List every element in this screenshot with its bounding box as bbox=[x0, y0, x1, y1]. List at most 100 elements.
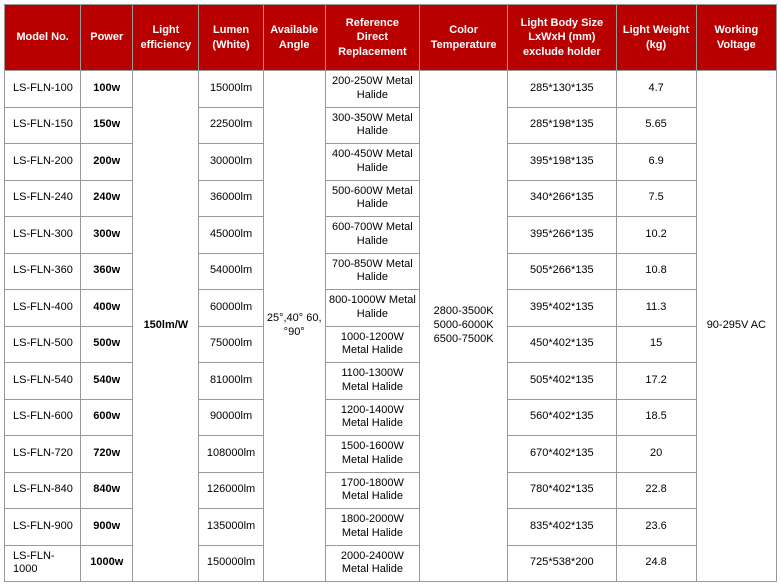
table-row: LS-FLN-400400w60000lm800-1000W Metal Hal… bbox=[5, 290, 777, 327]
table-row: LS-FLN-200200w30000lm400-450W Metal Hali… bbox=[5, 144, 777, 181]
cell-reference: 2000-2400W Metal Halide bbox=[325, 545, 419, 582]
cell-lumen: 30000lm bbox=[199, 144, 263, 181]
table-row: LS-FLN-150150w 22500lm 300-350W Metal Hali… bbox=[5, 107, 777, 144]
cell-weight: 24.8 bbox=[616, 545, 696, 582]
cell-lumen: 126000lm bbox=[199, 472, 263, 509]
col-model: Model No. bbox=[5, 5, 81, 71]
cell-power: 360w bbox=[81, 253, 133, 290]
cell-reference: 1500-1600W Metal Halide bbox=[325, 436, 419, 473]
cell-body-size: 395*402*135 bbox=[508, 290, 616, 327]
table-row: LS-FLN-840840w 126000lm 1700-1800W Metal H… bbox=[5, 472, 777, 509]
cell-color-temp: 2800-3500K 5000-6000K 6500-7500K bbox=[420, 71, 508, 582]
cell-model: LS-FLN-150 bbox=[5, 107, 81, 144]
cell-reference: 500-600W Metal Halide bbox=[325, 180, 419, 217]
cell-weight: 5.65 bbox=[616, 107, 696, 144]
cell-weight: 15 bbox=[616, 326, 696, 363]
cell-lumen: 90000lm bbox=[199, 399, 263, 436]
cell-lumen: 135000lm bbox=[199, 509, 263, 546]
cell-weight: 10.8 bbox=[616, 253, 696, 290]
col-lumen: Lumen (White) bbox=[199, 5, 263, 71]
cell-power: 300w bbox=[81, 217, 133, 254]
cell-model: LS-FLN-900 bbox=[5, 509, 81, 546]
cell-model: LS-FLN-400 bbox=[5, 290, 81, 327]
cell-body-size: 395*198*135 bbox=[508, 144, 616, 181]
cell-lumen: 81000lm bbox=[199, 363, 263, 400]
cell-lumen: 45000lm bbox=[199, 217, 263, 254]
cell-model: LS-FLN-300 bbox=[5, 217, 81, 254]
cell-body-size: 285*130*135 bbox=[508, 71, 616, 108]
cell-weight: 22.8 bbox=[616, 472, 696, 509]
cell-reference: 1200-1400W Metal Halide bbox=[325, 399, 419, 436]
cell-model: LS-FLN-500 bbox=[5, 326, 81, 363]
cell-model: LS-FLN-840 bbox=[5, 472, 81, 509]
cell-lumen: 150000lm bbox=[199, 545, 263, 582]
table-row: LS-FLN-360360w54000lm700-850W Metal Hali… bbox=[5, 253, 777, 290]
cell-reference: 400-450W Metal Halide bbox=[325, 144, 419, 181]
cell-model: LS-FLN-540 bbox=[5, 363, 81, 400]
col-angle: Available Angle bbox=[263, 5, 325, 71]
cell-model: LS-FLN-360 bbox=[5, 253, 81, 290]
cell-power: 240w bbox=[81, 180, 133, 217]
table-row: LS-FLN-100100w150lm/W15000lm25°,40° 60,°… bbox=[5, 71, 777, 108]
cell-efficiency: 150lm/W bbox=[133, 71, 199, 582]
table-row: LS-FLN-540540w81000lm1100-1300W Metal Ha… bbox=[5, 363, 777, 400]
col-color-temp: Color Temperature bbox=[420, 5, 508, 71]
cell-reference: 200-250W Metal Halide bbox=[325, 71, 419, 108]
cell-reference: 300-350W Metal Halide bbox=[325, 107, 419, 144]
cell-weight: 11.3 bbox=[616, 290, 696, 327]
cell-body-size: 340*266*135 bbox=[508, 180, 616, 217]
cell-weight: 17.2 bbox=[616, 363, 696, 400]
cell-model: LS-FLN-600 bbox=[5, 399, 81, 436]
table-row: LS-FLN-900900w 135000lm 1800-2000W Metal H… bbox=[5, 509, 777, 546]
col-reference: Reference Direct Replacement bbox=[325, 5, 419, 71]
cell-weight: 20 bbox=[616, 436, 696, 473]
cell-body-size: 725*538*200 bbox=[508, 545, 616, 582]
cell-reference: 1100-1300W Metal Halide bbox=[325, 363, 419, 400]
table-row: LS-FLN-10001000w 150000lm 2000-2400W Metal… bbox=[5, 545, 777, 582]
col-voltage: Working Voltage bbox=[696, 5, 776, 71]
cell-power: 400w bbox=[81, 290, 133, 327]
col-weight: Light Weight (kg) bbox=[616, 5, 696, 71]
cell-weight: 4.7 bbox=[616, 71, 696, 108]
table-row: LS-FLN-720720w108000lm1500-1600W Metal H… bbox=[5, 436, 777, 473]
cell-power: 720w bbox=[81, 436, 133, 473]
cell-model: LS-FLN-100 bbox=[5, 71, 81, 108]
table-body: LS-FLN-100100w150lm/W15000lm25°,40° 60,°… bbox=[5, 71, 777, 582]
table-row: LS-FLN-300300w 45000lm 600-700W Metal Hali… bbox=[5, 217, 777, 254]
cell-reference: 700-850W Metal Halide bbox=[325, 253, 419, 290]
cell-lumen: 36000lm bbox=[199, 180, 263, 217]
spec-table: Model No. Power Light efficiency Lumen (… bbox=[4, 4, 777, 582]
cell-reference: 600-700W Metal Halide bbox=[325, 217, 419, 254]
col-efficiency: Light efficiency bbox=[133, 5, 199, 71]
cell-lumen: 60000lm bbox=[199, 290, 263, 327]
cell-body-size: 505*402*135 bbox=[508, 363, 616, 400]
cell-weight: 23.6 bbox=[616, 509, 696, 546]
cell-angle: 25°,40° 60,°90° bbox=[263, 71, 325, 582]
header-row: Model No. Power Light efficiency Lumen (… bbox=[5, 5, 777, 71]
cell-lumen: 15000lm bbox=[199, 71, 263, 108]
cell-body-size: 450*402*135 bbox=[508, 326, 616, 363]
cell-body-size: 835*402*135 bbox=[508, 509, 616, 546]
cell-voltage: 90-295V AC bbox=[696, 71, 776, 582]
cell-body-size: 780*402*135 bbox=[508, 472, 616, 509]
cell-power: 600w bbox=[81, 399, 133, 436]
cell-power: 1000w bbox=[81, 545, 133, 582]
cell-lumen: 75000lm bbox=[199, 326, 263, 363]
cell-power: 150w bbox=[81, 107, 133, 144]
cell-body-size: 560*402*135 bbox=[508, 399, 616, 436]
col-body-size: Light Body Size LxWxH (mm) exclude holde… bbox=[508, 5, 616, 71]
cell-reference: 1800-2000W Metal Halide bbox=[325, 509, 419, 546]
cell-lumen: 22500lm bbox=[199, 107, 263, 144]
cell-power: 200w bbox=[81, 144, 133, 181]
cell-weight: 7.5 bbox=[616, 180, 696, 217]
col-power: Power bbox=[81, 5, 133, 71]
cell-lumen: 108000lm bbox=[199, 436, 263, 473]
cell-power: 100w bbox=[81, 71, 133, 108]
cell-body-size: 285*198*135 bbox=[508, 107, 616, 144]
cell-model: LS-FLN-1000 bbox=[5, 545, 81, 582]
cell-power: 840w bbox=[81, 472, 133, 509]
cell-power: 900w bbox=[81, 509, 133, 546]
cell-body-size: 505*266*135 bbox=[508, 253, 616, 290]
cell-reference: 1700-1800W Metal Halide bbox=[325, 472, 419, 509]
table-row: LS-FLN-240240w36000lm500-600W Metal Hali… bbox=[5, 180, 777, 217]
